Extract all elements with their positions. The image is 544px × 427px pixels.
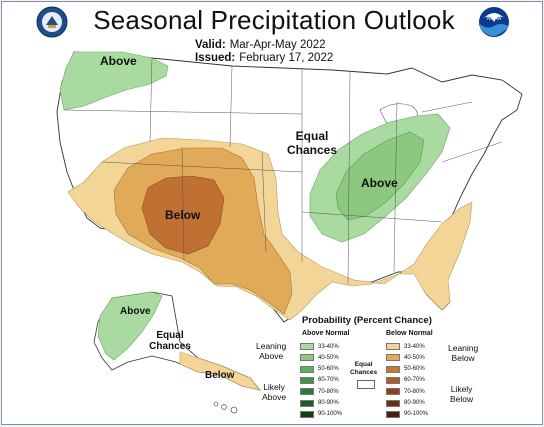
issued-date: Issued: February 17, 2022 <box>195 52 333 64</box>
legend-above-row: 90-100% <box>300 410 343 418</box>
alaska-above-region <box>97 291 163 361</box>
issued-label: Issued: <box>195 52 236 64</box>
legend-below-swatch <box>386 343 400 350</box>
legend-leaning-above: Leaning Above <box>256 341 287 361</box>
legend-title: Probability (Percent Chance) <box>302 315 432 326</box>
legend-equal-chances-swatch <box>357 380 375 389</box>
legend-below-swatch <box>386 388 400 396</box>
legend-above-normal-header: Above Normal <box>302 330 350 337</box>
legend-above-label: 40-50% <box>318 354 339 361</box>
alaska-below-region <box>179 351 261 391</box>
legend-below-row: 60-70% <box>386 376 425 384</box>
above-normal-east-40-50-region <box>335 131 425 221</box>
legend-above-swatch <box>300 343 314 350</box>
legend-above-swatch <box>300 354 314 362</box>
noaa-logo-icon: NOAA <box>479 7 509 37</box>
legend-below-row: 40-50% <box>386 354 425 362</box>
legend-below-label: 50-60% <box>404 366 425 373</box>
legend-below-swatch <box>386 365 400 373</box>
dept-commerce-seal-icon <box>36 6 68 38</box>
legend-below-swatch <box>386 410 400 418</box>
legend-above-row: 80-90% <box>300 399 339 407</box>
legend-below-label: 33-40% <box>404 343 425 350</box>
legend-above-label: 60-70% <box>318 377 339 384</box>
legend-above-row: 70-80% <box>300 388 339 396</box>
label-above-nw: Above <box>100 54 137 68</box>
label-below-alaska: Below <box>205 370 235 381</box>
valid-value: Mar-Apr-May 2022 <box>229 39 326 51</box>
legend-above-swatch <box>300 388 314 396</box>
legend-below-normal-header: Below Normal <box>386 330 433 337</box>
legend-above-row: 40-50% <box>300 354 339 362</box>
map-title: Seasonal Precipitation Outlook <box>93 5 455 35</box>
legend-above-label: 80-90% <box>318 400 339 406</box>
legend-below-row: 90-100% <box>386 410 429 418</box>
legend-likely-above: Likely Above <box>262 382 287 402</box>
legend-below-swatch <box>386 354 400 362</box>
valid-period: Valid: Mar-Apr-May 2022 <box>195 39 326 51</box>
legend-below-label: 70-80% <box>404 388 425 395</box>
legend-above-row: 50-60% <box>300 365 339 373</box>
label-below-sw: Below <box>165 208 201 222</box>
legend-below-row: 70-80% <box>386 388 425 396</box>
hawaii-islands <box>213 401 238 414</box>
legend-equal-chances-label: Equal Chances <box>350 361 378 376</box>
legend-above-label: 50-60% <box>318 366 339 373</box>
legend-below-swatch <box>386 376 400 384</box>
state-boundaries <box>63 57 503 285</box>
legend-above-label: 70-80% <box>318 388 339 395</box>
svg-text:NOAA: NOAA <box>487 16 502 22</box>
issued-value: February 17, 2022 <box>239 52 334 64</box>
label-equal-chances-line2: Chances <box>287 143 337 157</box>
legend-below-row: 33-40% <box>386 343 425 350</box>
map-labels: Above Equal Chances Above Below Above Eq… <box>100 54 398 381</box>
label-equal-chances-line1: Equal <box>296 129 329 143</box>
label-equal-chances-alaska-line1: Equal <box>156 330 183 341</box>
legend-above-swatch <box>300 376 314 384</box>
legend-above-label: 90-100% <box>318 411 343 418</box>
legend-above-swatch <box>300 410 314 418</box>
valid-label: Valid: <box>195 39 226 51</box>
label-equal-chances-alaska-line2: Chances <box>149 341 191 352</box>
legend-below-label: 60-70% <box>404 377 425 384</box>
label-above-east: Above <box>361 176 398 190</box>
legend-likely-below: Likely Below <box>450 384 474 404</box>
legend-above-row: 33-40% <box>300 343 339 350</box>
legend-below-label: 80-90% <box>404 400 425 406</box>
label-above-alaska: Above <box>120 306 151 317</box>
legend-below-label: 90-100% <box>404 411 429 418</box>
legend-below-swatch <box>386 399 400 407</box>
legend-below-label: 40-50% <box>404 354 425 361</box>
legend-above-swatch <box>300 399 314 407</box>
legend-above-row: 60-70% <box>300 376 339 384</box>
legend-above-label: 33-40% <box>318 343 339 350</box>
legend-above-swatch <box>300 365 314 373</box>
legend-below-row: 80-90% <box>386 399 425 407</box>
legend-leaning-below: Leaning Below <box>448 343 479 363</box>
legend-below-row: 50-60% <box>386 365 425 373</box>
